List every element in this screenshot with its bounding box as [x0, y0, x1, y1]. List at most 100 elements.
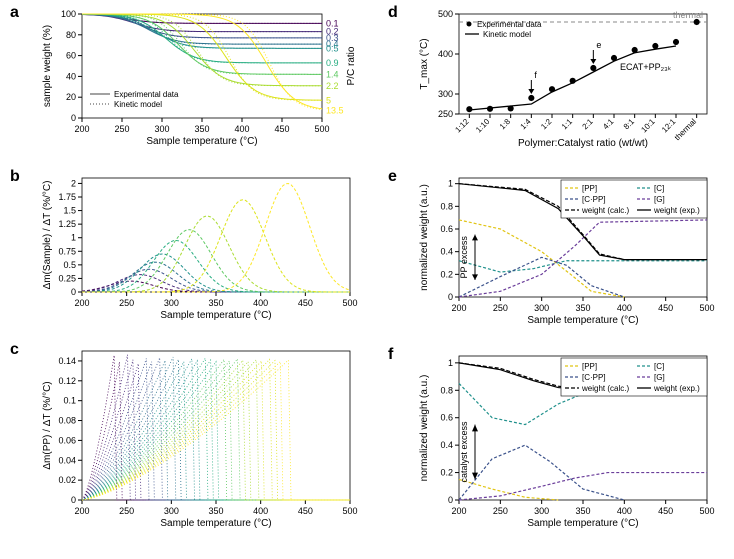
panel-label-f: f: [388, 346, 393, 364]
svg-text:[PP]: [PP]: [582, 362, 597, 371]
svg-text:0.5: 0.5: [326, 43, 339, 53]
panel-f: 20025030035040045050000.20.40.60.81Sampl…: [415, 350, 715, 530]
svg-text:5: 5: [326, 95, 331, 105]
svg-text:0.9: 0.9: [326, 58, 339, 68]
svg-text:[G]: [G]: [654, 373, 665, 382]
svg-text:80: 80: [66, 30, 76, 40]
svg-text:500: 500: [342, 298, 357, 308]
svg-text:12:1: 12:1: [660, 117, 678, 135]
svg-text:10:1: 10:1: [639, 117, 657, 135]
svg-text:20: 20: [66, 92, 76, 102]
svg-text:0.1: 0.1: [63, 396, 76, 406]
svg-text:thermal: thermal: [673, 117, 698, 142]
svg-text:Experimental data: Experimental data: [477, 20, 542, 29]
svg-text:200: 200: [74, 124, 89, 134]
svg-text:thermal: thermal: [673, 10, 703, 20]
svg-text:1: 1: [448, 179, 453, 189]
svg-text:350: 350: [208, 298, 223, 308]
svg-text:400: 400: [253, 298, 268, 308]
svg-text:T_max (°C): T_max (°C): [419, 38, 430, 89]
svg-text:0.02: 0.02: [58, 475, 76, 485]
svg-text:450: 450: [274, 124, 289, 134]
svg-text:250: 250: [493, 303, 508, 313]
svg-text:2: 2: [71, 178, 76, 188]
svg-text:2.2: 2.2: [326, 81, 339, 91]
svg-text:100: 100: [61, 9, 76, 19]
svg-text:0.4: 0.4: [440, 440, 453, 450]
svg-text:P/C ratio: P/C ratio: [346, 46, 357, 85]
svg-text:350: 350: [194, 124, 209, 134]
svg-text:2:1: 2:1: [581, 117, 596, 132]
svg-text:catalyst excess: catalyst excess: [459, 421, 469, 483]
svg-text:1: 1: [71, 233, 76, 243]
svg-text:200: 200: [451, 506, 466, 516]
svg-text:350: 350: [208, 506, 223, 516]
svg-text:0.5: 0.5: [63, 260, 76, 270]
panel-label-c: c: [10, 341, 19, 359]
svg-text:[C]: [C]: [654, 184, 664, 193]
svg-text:4:1: 4:1: [601, 117, 616, 132]
svg-text:0.2: 0.2: [440, 269, 453, 279]
svg-text:f: f: [534, 70, 537, 80]
svg-text:0.04: 0.04: [58, 455, 76, 465]
svg-text:weight (calc.): weight (calc.): [581, 206, 629, 215]
svg-text:0: 0: [448, 495, 453, 505]
svg-text:Sample temperature (°C): Sample temperature (°C): [527, 315, 638, 326]
svg-text:300: 300: [164, 298, 179, 308]
svg-text:Δm(PP) / ΔT (%/°C): Δm(PP) / ΔT (%/°C): [42, 381, 53, 469]
svg-text:300: 300: [534, 303, 549, 313]
svg-text:450: 450: [658, 303, 673, 313]
svg-text:weight (calc.): weight (calc.): [581, 384, 629, 393]
svg-text:1:2: 1:2: [539, 117, 554, 132]
svg-text:300: 300: [164, 506, 179, 516]
svg-text:[C·PP]: [C·PP]: [582, 195, 606, 204]
svg-text:1:4: 1:4: [519, 117, 534, 132]
svg-text:Sample temperature (°C): Sample temperature (°C): [160, 518, 271, 529]
panel-b: 20025030035040045050000.250.50.7511.251.…: [38, 172, 358, 322]
svg-text:Δm(Sample) / ΔT (%/°C): Δm(Sample) / ΔT (%/°C): [42, 181, 53, 290]
panel-c: 20025030035040045050000.020.040.060.080.…: [38, 345, 358, 530]
svg-text:300: 300: [534, 506, 549, 516]
svg-text:0.08: 0.08: [58, 416, 76, 426]
panel-d: 2503004005001:121:101:81:41:21:12:14:18:…: [415, 8, 715, 148]
svg-text:200: 200: [451, 303, 466, 313]
svg-text:[PP]: [PP]: [582, 184, 597, 193]
svg-text:250: 250: [438, 109, 453, 119]
svg-text:250: 250: [114, 124, 129, 134]
svg-text:500: 500: [314, 124, 329, 134]
svg-text:0: 0: [71, 287, 76, 297]
svg-text:0.2: 0.2: [440, 468, 453, 478]
svg-text:0.6: 0.6: [440, 413, 453, 423]
svg-text:Sample temperature (°C): Sample temperature (°C): [527, 518, 638, 529]
svg-text:450: 450: [298, 506, 313, 516]
svg-text:e: e: [596, 40, 601, 50]
svg-text:400: 400: [234, 124, 249, 134]
svg-text:Experimental data: Experimental data: [114, 90, 179, 99]
panel-label-b: b: [10, 168, 20, 186]
svg-text:0: 0: [448, 292, 453, 302]
panel-label-e: e: [388, 168, 397, 186]
svg-text:1:8: 1:8: [498, 117, 513, 132]
svg-text:500: 500: [699, 303, 714, 313]
svg-text:Polymer:Catalyst ratio (wt/wt): Polymer:Catalyst ratio (wt/wt): [518, 138, 648, 149]
svg-text:normalized weight (a.u.): normalized weight (a.u.): [419, 184, 430, 291]
svg-text:1:10: 1:10: [474, 117, 492, 135]
svg-text:0.12: 0.12: [58, 376, 76, 386]
svg-text:PP excess: PP excess: [459, 236, 469, 279]
svg-text:400: 400: [617, 303, 632, 313]
svg-text:0.75: 0.75: [58, 246, 76, 256]
svg-text:1:12: 1:12: [453, 117, 471, 135]
svg-text:400: 400: [617, 506, 632, 516]
svg-text:350: 350: [575, 303, 590, 313]
svg-text:13.5: 13.5: [326, 106, 344, 116]
svg-text:1.4: 1.4: [326, 69, 339, 79]
svg-text:Kinetic model: Kinetic model: [114, 100, 162, 109]
panel-label-d: d: [388, 4, 398, 22]
svg-text:[G]: [G]: [654, 195, 665, 204]
figure-root: a b c d e f 2002503003504004505000204060…: [0, 0, 734, 559]
svg-text:350: 350: [575, 506, 590, 516]
svg-text:Sample temperature (°C): Sample temperature (°C): [146, 136, 257, 147]
svg-text:1.75: 1.75: [58, 192, 76, 202]
svg-text:0.14: 0.14: [58, 356, 76, 366]
svg-text:1.5: 1.5: [63, 206, 76, 216]
